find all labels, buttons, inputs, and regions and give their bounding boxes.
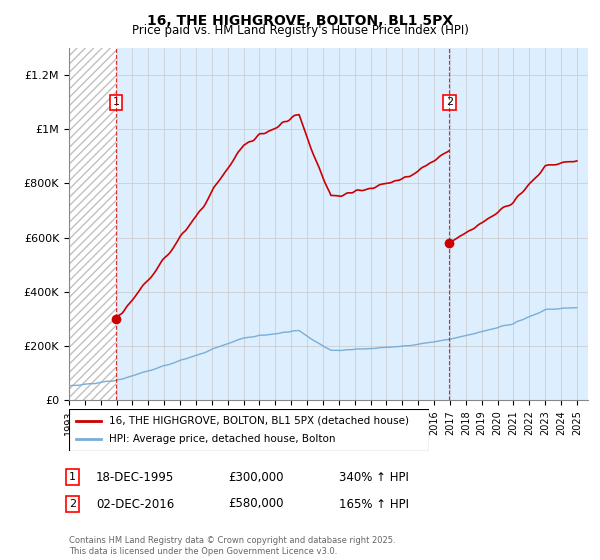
Text: 16, THE HIGHGROVE, BOLTON, BL1 5PX: 16, THE HIGHGROVE, BOLTON, BL1 5PX [147,14,453,28]
Text: 2: 2 [69,499,76,509]
Text: 340% ↑ HPI: 340% ↑ HPI [339,470,409,484]
Text: HPI: Average price, detached house, Bolton: HPI: Average price, detached house, Bolt… [109,434,335,444]
Text: 16, THE HIGHGROVE, BOLTON, BL1 5PX (detached house): 16, THE HIGHGROVE, BOLTON, BL1 5PX (deta… [109,416,409,426]
Text: 2: 2 [446,97,453,108]
Bar [69,48,116,400]
Text: 165% ↑ HPI: 165% ↑ HPI [339,497,409,511]
Text: £300,000: £300,000 [228,470,284,484]
Text: £580,000: £580,000 [228,497,284,511]
Text: 1: 1 [112,97,119,108]
Bar [69,48,116,400]
Text: Contains HM Land Registry data © Crown copyright and database right 2025.
This d: Contains HM Land Registry data © Crown c… [69,536,395,556]
Text: 02-DEC-2016: 02-DEC-2016 [96,497,174,511]
Text: Price paid vs. HM Land Registry's House Price Index (HPI): Price paid vs. HM Land Registry's House … [131,24,469,37]
Text: 18-DEC-1995: 18-DEC-1995 [96,470,174,484]
Text: 1: 1 [69,472,76,482]
